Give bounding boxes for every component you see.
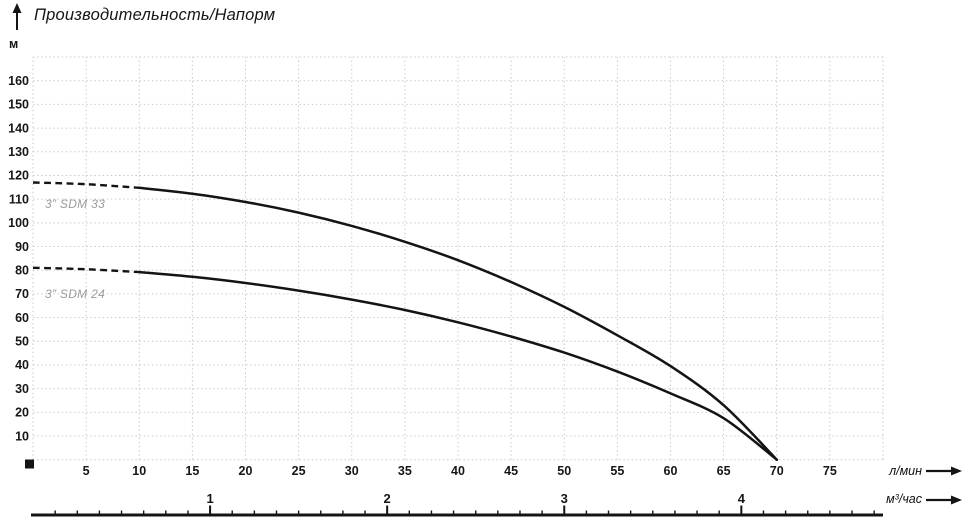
y-tick-label: 140 [8,121,29,135]
y-tick-labels: 10 20 30 40 50 60 70 80 90 100 110 120 130 140 150 160 [8,74,29,443]
m3h-tick-label: 2 [384,491,391,506]
y-tick-label: 160 [8,74,29,88]
x-tick-label: 15 [185,464,199,478]
x-tick-label: 55 [610,464,624,478]
x-tick-label: 65 [717,464,731,478]
curve-label-sdm33: 3” SDM 33 [45,197,106,211]
y-tick-label: 110 [9,192,29,206]
y-tick-label: 20 [15,406,29,420]
x-tick-label: 60 [664,464,678,478]
x-tick-label: 75 [823,464,837,478]
y-axis-unit-label: м [9,37,19,51]
x-tick-label: 5 [83,464,90,478]
y-tick-label: 60 [15,311,29,325]
curve-sdm24 [32,266,779,461]
curve-label-sdm24: 3” SDM 24 [45,287,106,301]
x-tick-label: 25 [292,464,306,478]
y-tick-label: 10 [15,429,29,443]
x-axis-arrow-right-icon [926,466,962,476]
y-tick-label: 90 [15,240,29,254]
y-tick-label: 100 [8,216,29,230]
y-tick-label: 30 [15,382,29,396]
y-tick-label: 80 [15,263,29,277]
x-tick-labels-lmin: 5 10 15 20 25 30 35 40 45 50 55 60 65 70 75 [83,464,837,478]
x-tick-label: 45 [504,464,518,478]
m3h-tick-label: 3 [561,491,568,506]
grid [32,56,884,461]
y-tick-label: 50 [15,335,29,349]
x-tick-label: 30 [345,464,359,478]
x-tick-label: 10 [132,464,146,478]
x-tick-label: 50 [557,464,571,478]
curve-sdm33 [32,181,779,461]
x-tick-label: 40 [451,464,465,478]
y-tick-label: 150 [8,98,29,112]
x-tick-label: 35 [398,464,412,478]
secondary-axis-m3h: 1 2 3 4 [31,491,883,517]
y-tick-label: 40 [15,358,29,372]
x-tick-label: 70 [770,464,784,478]
y-tick-label: 120 [8,169,29,183]
x-tick-label: 20 [239,464,253,478]
y-tick-label: 70 [15,287,29,301]
m3h-tick-label: 4 [738,491,746,506]
x-axis-arrow-right-icon [926,495,962,505]
x-axis-unit-lmin: л/мин [889,464,922,478]
y-tick-label: 130 [8,145,29,159]
y-axis-arrow-up-icon [12,3,22,30]
origin-marker [25,459,34,469]
chart-title: Производительность/Напорм [34,6,276,24]
m3h-tick-label: 1 [206,491,213,506]
x-axis-unit-m3h: м³/час [886,492,922,506]
